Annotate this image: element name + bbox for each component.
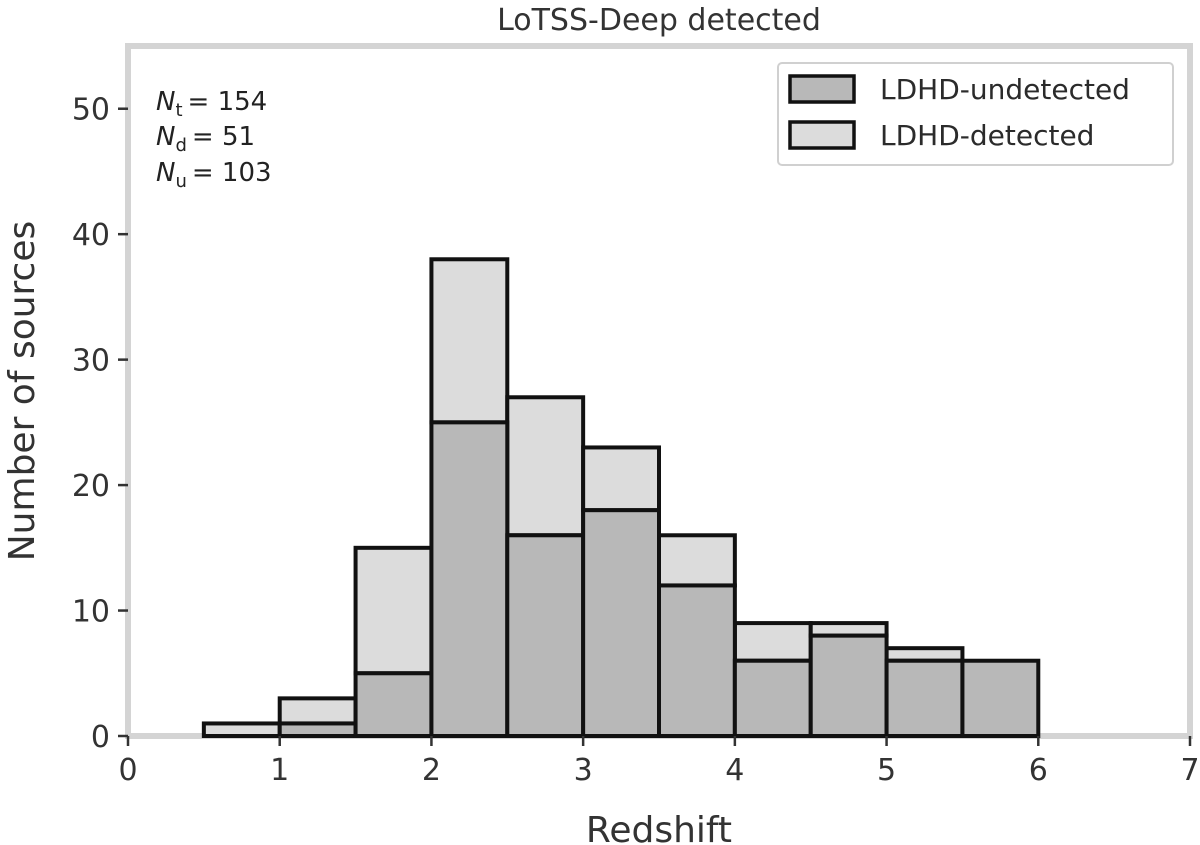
chart-title: LoTSS-Deep detected — [497, 3, 821, 38]
y-axis-label: Number of sources — [2, 221, 43, 562]
x-axis-ticks: 0 1 2 3 4 5 6 7 — [118, 736, 1200, 788]
x-tick-label: 2 — [422, 753, 441, 788]
bar-ldhd-undetected — [884, 658, 965, 739]
bar-ldhd-undetected — [581, 508, 662, 738]
legend-swatch-ldhd-detected — [788, 120, 856, 150]
bar-ldhd-detected — [505, 395, 586, 538]
x-tick-label: 4 — [725, 753, 744, 788]
bar-ldhd-detected — [277, 696, 358, 726]
x-tick-label: 5 — [877, 753, 896, 788]
x-axis-label: Redshift — [586, 810, 732, 845]
y-tick-label: 0 — [91, 720, 110, 755]
stat-total: Nt = 154 — [156, 87, 267, 121]
legend: LDHD-undetected LDHD-detected — [777, 62, 1174, 166]
bar-ldhd-undetected — [429, 420, 510, 738]
x-tick-label: 7 — [1180, 753, 1199, 788]
y-tick-label: 30 — [72, 344, 110, 379]
bar-ldhd-detected — [657, 533, 737, 588]
legend-box — [777, 62, 1174, 166]
bar-ldhd-detected — [201, 721, 282, 738]
x-tick-label: 6 — [1029, 753, 1048, 788]
x-tick-label: 1 — [270, 753, 289, 788]
x-tick-label: 3 — [574, 753, 593, 788]
bar-ldhd-detected — [429, 257, 510, 425]
stat-detected: Nd = 51 — [156, 122, 255, 156]
x-tick-label: 0 — [118, 753, 137, 788]
bar-ldhd-undetected — [960, 658, 1041, 739]
y-axis-ticks: 0 10 20 30 40 50 — [72, 93, 128, 755]
stats-annotation: Nt = 154 Nd = 51 Nu = 103 — [156, 87, 272, 192]
legend-label-ldhd-detected: LDHD-detected — [880, 119, 1094, 152]
series-ldhd-detected — [201, 257, 965, 738]
bar-ldhd-detected — [353, 545, 434, 676]
bar-ldhd-undetected — [353, 671, 434, 738]
stat-undetected: Nu = 103 — [156, 158, 272, 192]
bar-ldhd-undetected — [505, 533, 586, 738]
legend-label-ldhd-undetected: LDHD-undetected — [880, 73, 1130, 106]
series-ldhd-undetected — [277, 420, 1041, 739]
y-tick-label: 50 — [72, 93, 110, 128]
y-tick-label: 40 — [72, 218, 110, 253]
bar-ldhd-detected — [581, 445, 662, 513]
bar-ldhd-undetected — [277, 721, 358, 738]
bar-ldhd-undetected — [808, 633, 889, 738]
legend-swatch-ldhd-undetected — [788, 74, 856, 104]
bar-ldhd-detected — [732, 621, 813, 663]
y-tick-label: 10 — [72, 595, 110, 630]
bar-ldhd-undetected — [732, 658, 813, 739]
bar-ldhd-undetected — [657, 583, 737, 738]
y-tick-label: 20 — [72, 469, 110, 504]
